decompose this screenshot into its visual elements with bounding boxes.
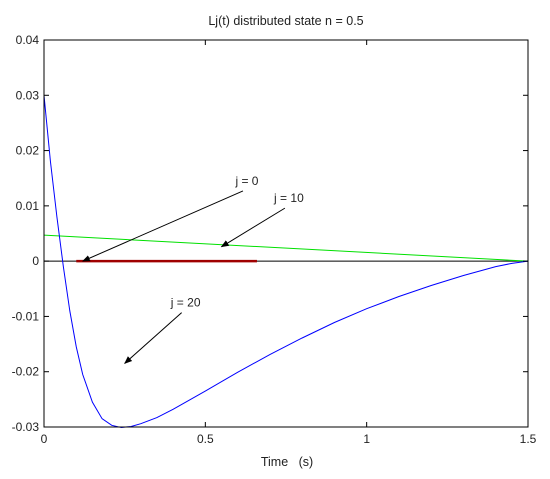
annotation-layer: j = 0 j = 10 j = 20 bbox=[81, 174, 304, 364]
x-tick-label: 1 bbox=[363, 432, 370, 446]
y-tick-label: 0.02 bbox=[16, 144, 40, 158]
y-tick-label: 0.04 bbox=[16, 33, 40, 47]
x-axis-label: Time (s) bbox=[261, 455, 313, 469]
tick-layer: 0 0.5 1 1.5 -0.03 -0.02 -0.01 0 0.01 0.02 0.03 0.04 bbox=[12, 33, 537, 446]
annotation-arrow bbox=[81, 190, 244, 262]
series-line-1 bbox=[43, 234, 529, 262]
series-layer bbox=[43, 95, 529, 429]
x-tick-label: 0.5 bbox=[197, 432, 214, 446]
axes-box bbox=[43, 39, 529, 428]
annotation-label: j = 0 bbox=[234, 174, 258, 188]
y-tick-label: -0.03 bbox=[12, 420, 40, 434]
y-tick-label: 0.01 bbox=[16, 199, 40, 213]
x-tick-label: 1.5 bbox=[520, 432, 537, 446]
annotation-arrow bbox=[220, 207, 286, 248]
annotation-label: j = 10 bbox=[273, 191, 304, 205]
plot-area bbox=[44, 40, 528, 427]
annotation-arrow bbox=[124, 312, 182, 364]
y-tick-label: -0.01 bbox=[12, 309, 40, 323]
series-line-3 bbox=[43, 95, 529, 429]
y-tick-label: -0.02 bbox=[12, 365, 40, 379]
y-tick-label: 0 bbox=[32, 254, 39, 268]
chart-title: Lj(t) distributed state n = 0.5 bbox=[208, 14, 363, 28]
y-tick-label: 0.03 bbox=[16, 88, 40, 102]
x-tick-label: 0 bbox=[41, 432, 48, 446]
annotation-label: j = 20 bbox=[170, 296, 201, 310]
